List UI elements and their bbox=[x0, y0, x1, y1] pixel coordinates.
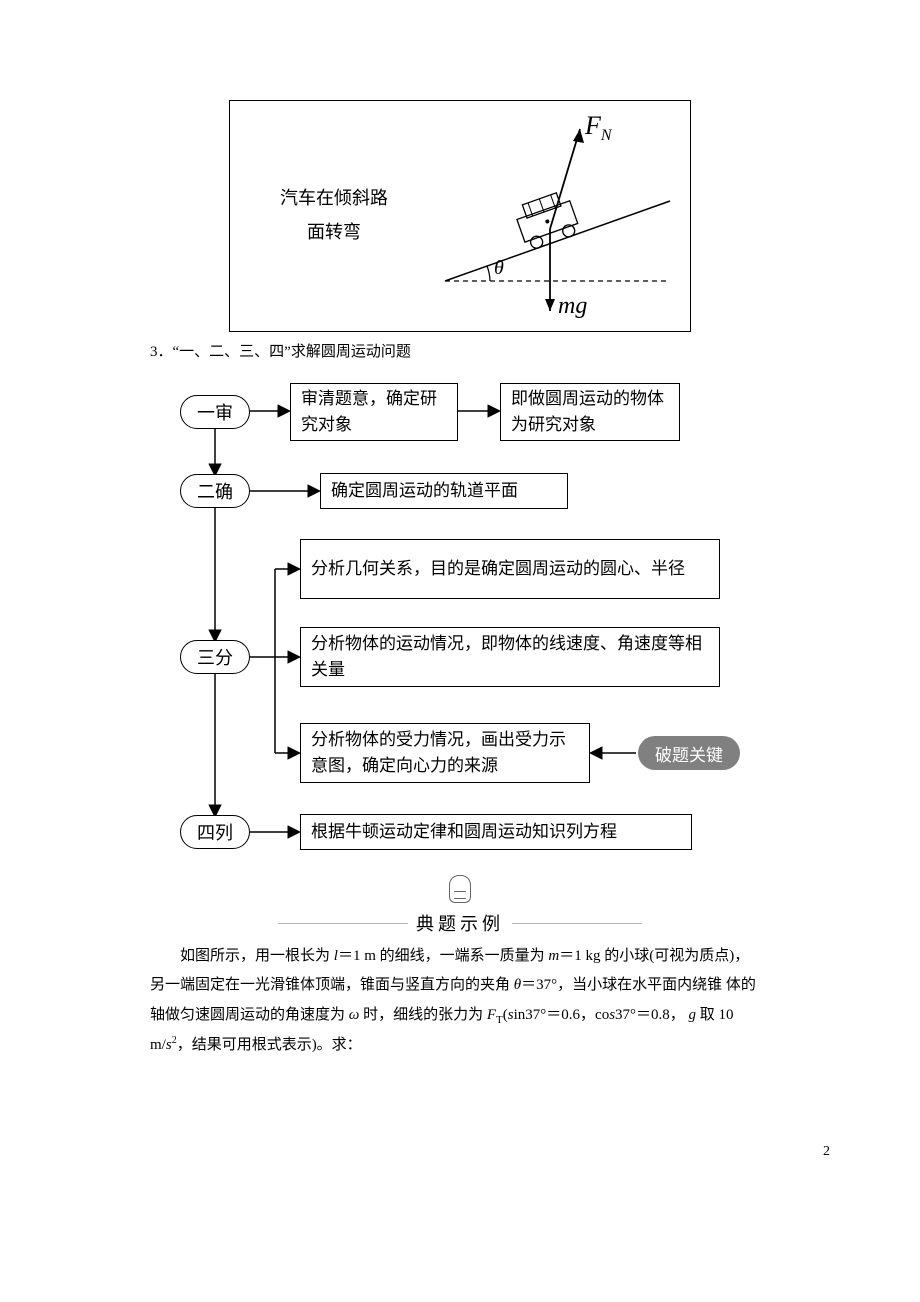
fn-label: FN bbox=[585, 111, 612, 145]
example-label: 典题示例 bbox=[416, 910, 504, 936]
box-geom: 分析几何关系，目的是确定圆周运动的圆心、半径 bbox=[300, 539, 720, 599]
node-erque: 二确 bbox=[180, 474, 250, 508]
node-yishen: 一审 bbox=[180, 395, 250, 429]
box-shen: 审清题意，确定研究对象 bbox=[290, 383, 458, 441]
problem-line2: 另一端固定在一光滑锥体顶端，锥面与竖直方向的夹角 θ＝37°，当小球在水平面内绕… bbox=[150, 977, 726, 993]
fig1-caption-l2: 面转弯 bbox=[307, 222, 361, 242]
mg-label: mg bbox=[558, 293, 587, 320]
box-newton: 根据牛顿运动定律和圆周运动知识列方程 bbox=[300, 814, 692, 850]
problem-text: 如图所示，用一根长为 l＝1 m 的细线，一端系一质量为 m＝1 kg 的小球(… bbox=[150, 942, 770, 1060]
box-plane: 确定圆周运动的轨道平面 bbox=[320, 473, 568, 509]
page-number: 2 bbox=[823, 1144, 830, 1160]
box-motion: 分析物体的运动情况，即物体的线速度、角速度等相关量 bbox=[300, 627, 720, 687]
figure-car-slope: 汽车在倾斜路 面转弯 bbox=[229, 100, 691, 332]
box-force: 分析物体的受力情况，画出受力示意图，确定向心力的来源 bbox=[300, 723, 590, 783]
figure1-caption: 汽车在倾斜路 面转弯 bbox=[280, 181, 388, 249]
node-sanfen: 三分 bbox=[180, 640, 250, 674]
flowchart-arrows bbox=[180, 373, 740, 863]
bulb-icon bbox=[449, 875, 471, 903]
section3-title: 3．“一、二、三、四”求解圆周运动问题 bbox=[150, 340, 770, 361]
fig1-caption-l1: 汽车在倾斜路 bbox=[280, 188, 388, 208]
theta-label: θ bbox=[494, 257, 504, 280]
divider-line-right bbox=[512, 923, 642, 924]
problem-line1: 如图所示，用一根长为 l＝1 m 的细线，一端系一质量为 m＝1 kg 的小球(… bbox=[150, 942, 770, 971]
node-silie: 四列 bbox=[180, 815, 250, 849]
flowchart: 一审 二确 三分 四列 审清题意，确定研究对象 即做圆周运动的物体为研究对象 确… bbox=[180, 373, 740, 863]
divider-line-left bbox=[278, 923, 408, 924]
example-divider: 典题示例 bbox=[150, 875, 770, 936]
box-object: 即做圆周运动的物体为研究对象 bbox=[500, 383, 680, 441]
node-key: 破题关键 bbox=[638, 736, 740, 770]
